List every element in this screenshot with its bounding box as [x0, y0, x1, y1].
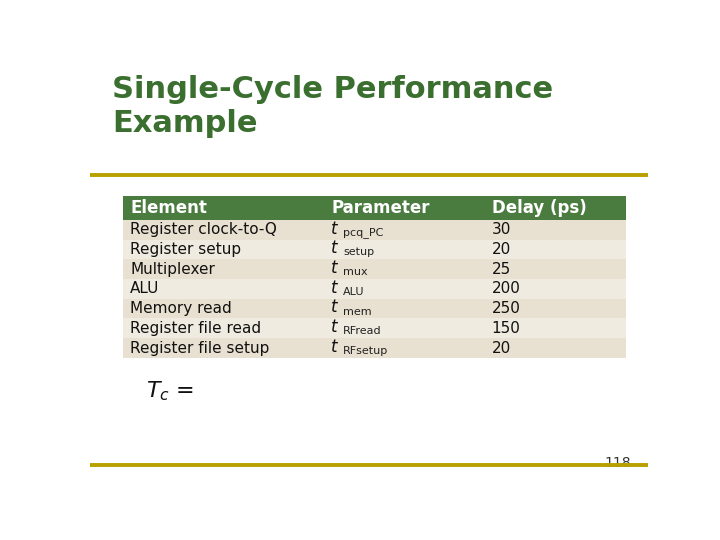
Text: 118: 118	[605, 456, 631, 470]
Bar	[124, 259, 626, 279]
Text: Register file setup: Register file setup	[130, 341, 269, 355]
Text: ALU: ALU	[130, 281, 160, 296]
Text: mem: mem	[343, 307, 372, 316]
Text: 250: 250	[492, 301, 521, 316]
Bar	[124, 338, 626, 358]
Text: Parameter: Parameter	[331, 199, 430, 217]
Text: t: t	[331, 279, 338, 296]
Text: t: t	[331, 239, 338, 257]
Text: Register clock-to-Q: Register clock-to-Q	[130, 222, 277, 237]
Text: RFsetup: RFsetup	[343, 346, 389, 356]
Text: t: t	[331, 219, 338, 238]
Bar	[124, 196, 626, 220]
Text: 25: 25	[492, 262, 511, 276]
Text: setup: setup	[343, 247, 374, 258]
Text: ALU: ALU	[343, 287, 365, 297]
Text: 20: 20	[492, 242, 511, 257]
Bar	[124, 299, 626, 319]
Bar	[124, 240, 626, 259]
Text: Register file read: Register file read	[130, 321, 261, 336]
Text: RFread: RFread	[343, 326, 382, 336]
Bar	[124, 319, 626, 338]
Bar	[124, 279, 626, 299]
Text: Delay (ps): Delay (ps)	[492, 199, 587, 217]
Text: mux: mux	[343, 267, 368, 277]
Text: t: t	[331, 299, 338, 316]
Text: 200: 200	[492, 281, 521, 296]
Text: Element: Element	[130, 199, 207, 217]
Text: t: t	[331, 338, 338, 356]
Text: t: t	[331, 318, 338, 336]
Text: Memory read: Memory read	[130, 301, 232, 316]
Text: Register setup: Register setup	[130, 242, 241, 257]
Text: 20: 20	[492, 341, 511, 355]
Text: t: t	[331, 259, 338, 277]
Text: pcq_PC: pcq_PC	[343, 227, 384, 238]
Text: Single-Cycle Performance
Example: Single-Cycle Performance Example	[112, 75, 554, 138]
Text: $T_c$ =: $T_c$ =	[145, 380, 194, 403]
Text: 150: 150	[492, 321, 521, 336]
Text: Multiplexer: Multiplexer	[130, 262, 215, 276]
Bar	[124, 220, 626, 240]
Text: 30: 30	[492, 222, 511, 237]
